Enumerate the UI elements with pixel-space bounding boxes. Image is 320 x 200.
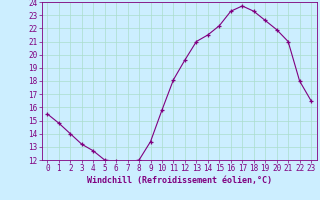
X-axis label: Windchill (Refroidissement éolien,°C): Windchill (Refroidissement éolien,°C)	[87, 176, 272, 185]
